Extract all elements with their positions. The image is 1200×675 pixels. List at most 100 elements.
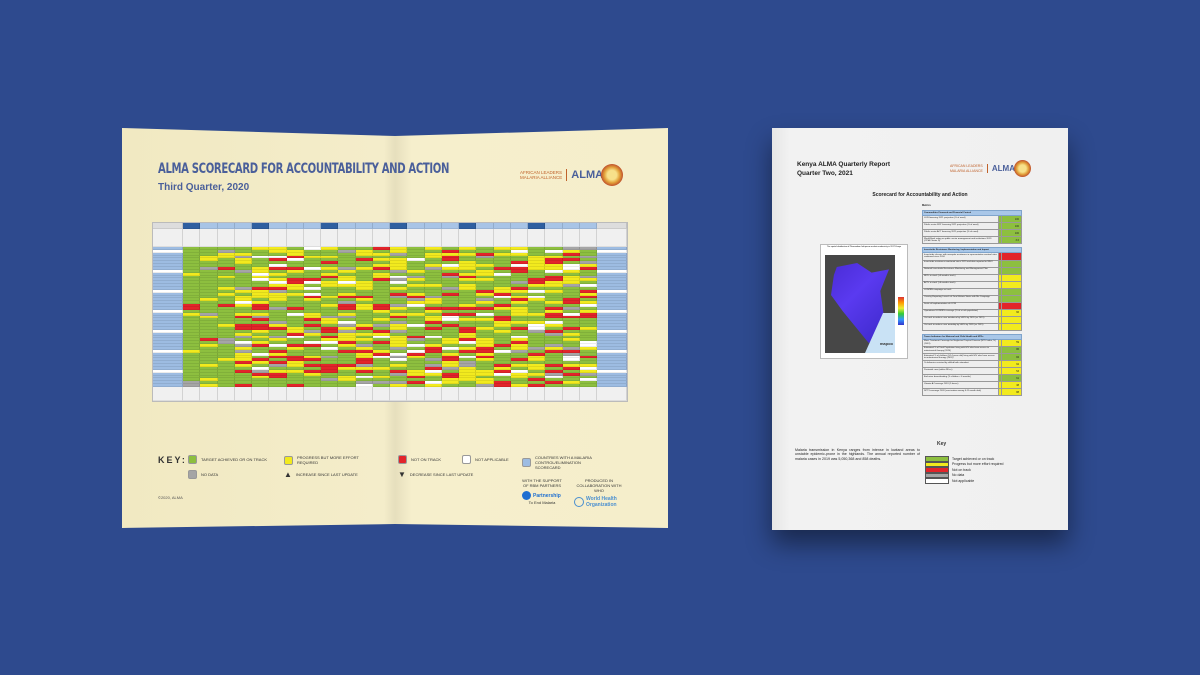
table-cell xyxy=(153,372,183,376)
table-cell xyxy=(597,335,627,339)
table-cell xyxy=(562,355,580,359)
table-cell xyxy=(372,381,390,385)
table-cell xyxy=(321,247,339,250)
table-cell xyxy=(183,358,201,362)
table-cell xyxy=(217,355,235,359)
table-cell xyxy=(217,338,235,342)
table-cell xyxy=(338,384,356,387)
table-cell xyxy=(153,327,183,330)
metric-label: World Bank rating on public sector manag… xyxy=(924,237,992,243)
table-cell xyxy=(200,255,218,259)
table-cell xyxy=(355,369,373,373)
table-cell xyxy=(528,318,546,322)
table-cell xyxy=(476,292,494,296)
table-cell xyxy=(338,369,356,373)
metric-value xyxy=(1001,274,1021,281)
table-cell xyxy=(252,321,270,325)
table-cell xyxy=(153,324,183,327)
scorecard-subtitle: Third Quarter, 2020 xyxy=(158,182,250,193)
logo-text-2: MALARIA ALLIANCE xyxy=(950,168,983,173)
table-cell xyxy=(252,267,270,270)
table-cell xyxy=(303,341,321,345)
table-cell xyxy=(355,229,373,247)
table-cell xyxy=(493,369,511,373)
table-cell xyxy=(269,321,287,325)
table-cell xyxy=(390,387,408,401)
table-cell xyxy=(424,261,442,265)
table-cell xyxy=(562,315,580,319)
table-cell xyxy=(153,284,183,287)
table-cell xyxy=(562,349,580,353)
table-cell xyxy=(338,338,356,342)
table-cell xyxy=(286,384,304,387)
table-cell xyxy=(321,367,339,370)
table-cell xyxy=(493,384,511,387)
metric-trend xyxy=(998,323,1001,330)
metric-trend xyxy=(998,309,1001,316)
table-cell xyxy=(269,252,287,256)
table-cell xyxy=(510,347,528,350)
who-emblem-icon xyxy=(574,497,584,507)
table-cell xyxy=(510,267,528,270)
table-cell xyxy=(183,381,201,385)
table-cell xyxy=(286,355,304,359)
table-cell xyxy=(407,384,425,387)
metric-value: 86 xyxy=(1001,346,1021,354)
table-cell xyxy=(441,324,459,327)
table-cell xyxy=(562,364,580,367)
table-cell xyxy=(407,381,425,385)
key-label: NO DATA xyxy=(201,472,219,477)
table-cell xyxy=(493,287,511,290)
table-cell xyxy=(200,347,218,350)
table-cell xyxy=(234,347,252,350)
table-cell xyxy=(286,272,304,276)
table-cell xyxy=(562,321,580,325)
table-cell xyxy=(269,327,287,330)
table-cell xyxy=(355,298,373,302)
table-cell xyxy=(528,287,546,290)
table-cell xyxy=(252,223,270,229)
table-cell xyxy=(234,321,252,325)
table-cell xyxy=(269,364,287,367)
table-cell xyxy=(545,355,563,359)
report-title-1: Kenya ALMA Quarterly Report xyxy=(797,161,891,168)
table-cell xyxy=(597,355,627,359)
table-cell xyxy=(372,264,390,267)
table-cell xyxy=(528,329,546,333)
table-cell xyxy=(200,324,218,327)
table-cell xyxy=(286,372,304,376)
report-title: Kenya ALMA Quarterly Report Quarter Two, … xyxy=(797,160,890,178)
table-cell xyxy=(407,367,425,370)
table-cell xyxy=(372,287,390,290)
table-cell xyxy=(321,289,339,293)
table-cell xyxy=(493,355,511,359)
table-cell xyxy=(493,229,511,247)
table-cell xyxy=(545,304,563,307)
metric-trend xyxy=(998,295,1001,302)
table-cell xyxy=(493,261,511,265)
key-label: Not applicable xyxy=(952,478,975,483)
table-cell xyxy=(338,252,356,256)
table-cell xyxy=(441,264,459,267)
table-cell xyxy=(424,281,442,285)
table-cell xyxy=(252,289,270,293)
table-cell xyxy=(562,301,580,305)
table-cell xyxy=(597,329,627,333)
table-cell xyxy=(407,307,425,310)
table-cell xyxy=(286,341,304,345)
table-cell xyxy=(338,281,356,285)
table-cell xyxy=(355,307,373,310)
metric-trend xyxy=(998,361,1001,368)
table-cell xyxy=(252,318,270,322)
table-cell xyxy=(338,358,356,362)
table-cell xyxy=(200,367,218,370)
scorecard-title: ALMA SCORECARD FOR ACCOUNTABILITY AND AC… xyxy=(158,161,450,177)
table-cell xyxy=(355,249,373,253)
table-cell xyxy=(562,275,580,279)
section-header: Insecticide Resistance Monitoring, Imple… xyxy=(922,247,1022,254)
table-cell xyxy=(252,327,270,330)
table-cell xyxy=(407,321,425,325)
table-cell xyxy=(338,364,356,367)
table-cell xyxy=(493,332,511,336)
table-cell xyxy=(234,358,252,362)
